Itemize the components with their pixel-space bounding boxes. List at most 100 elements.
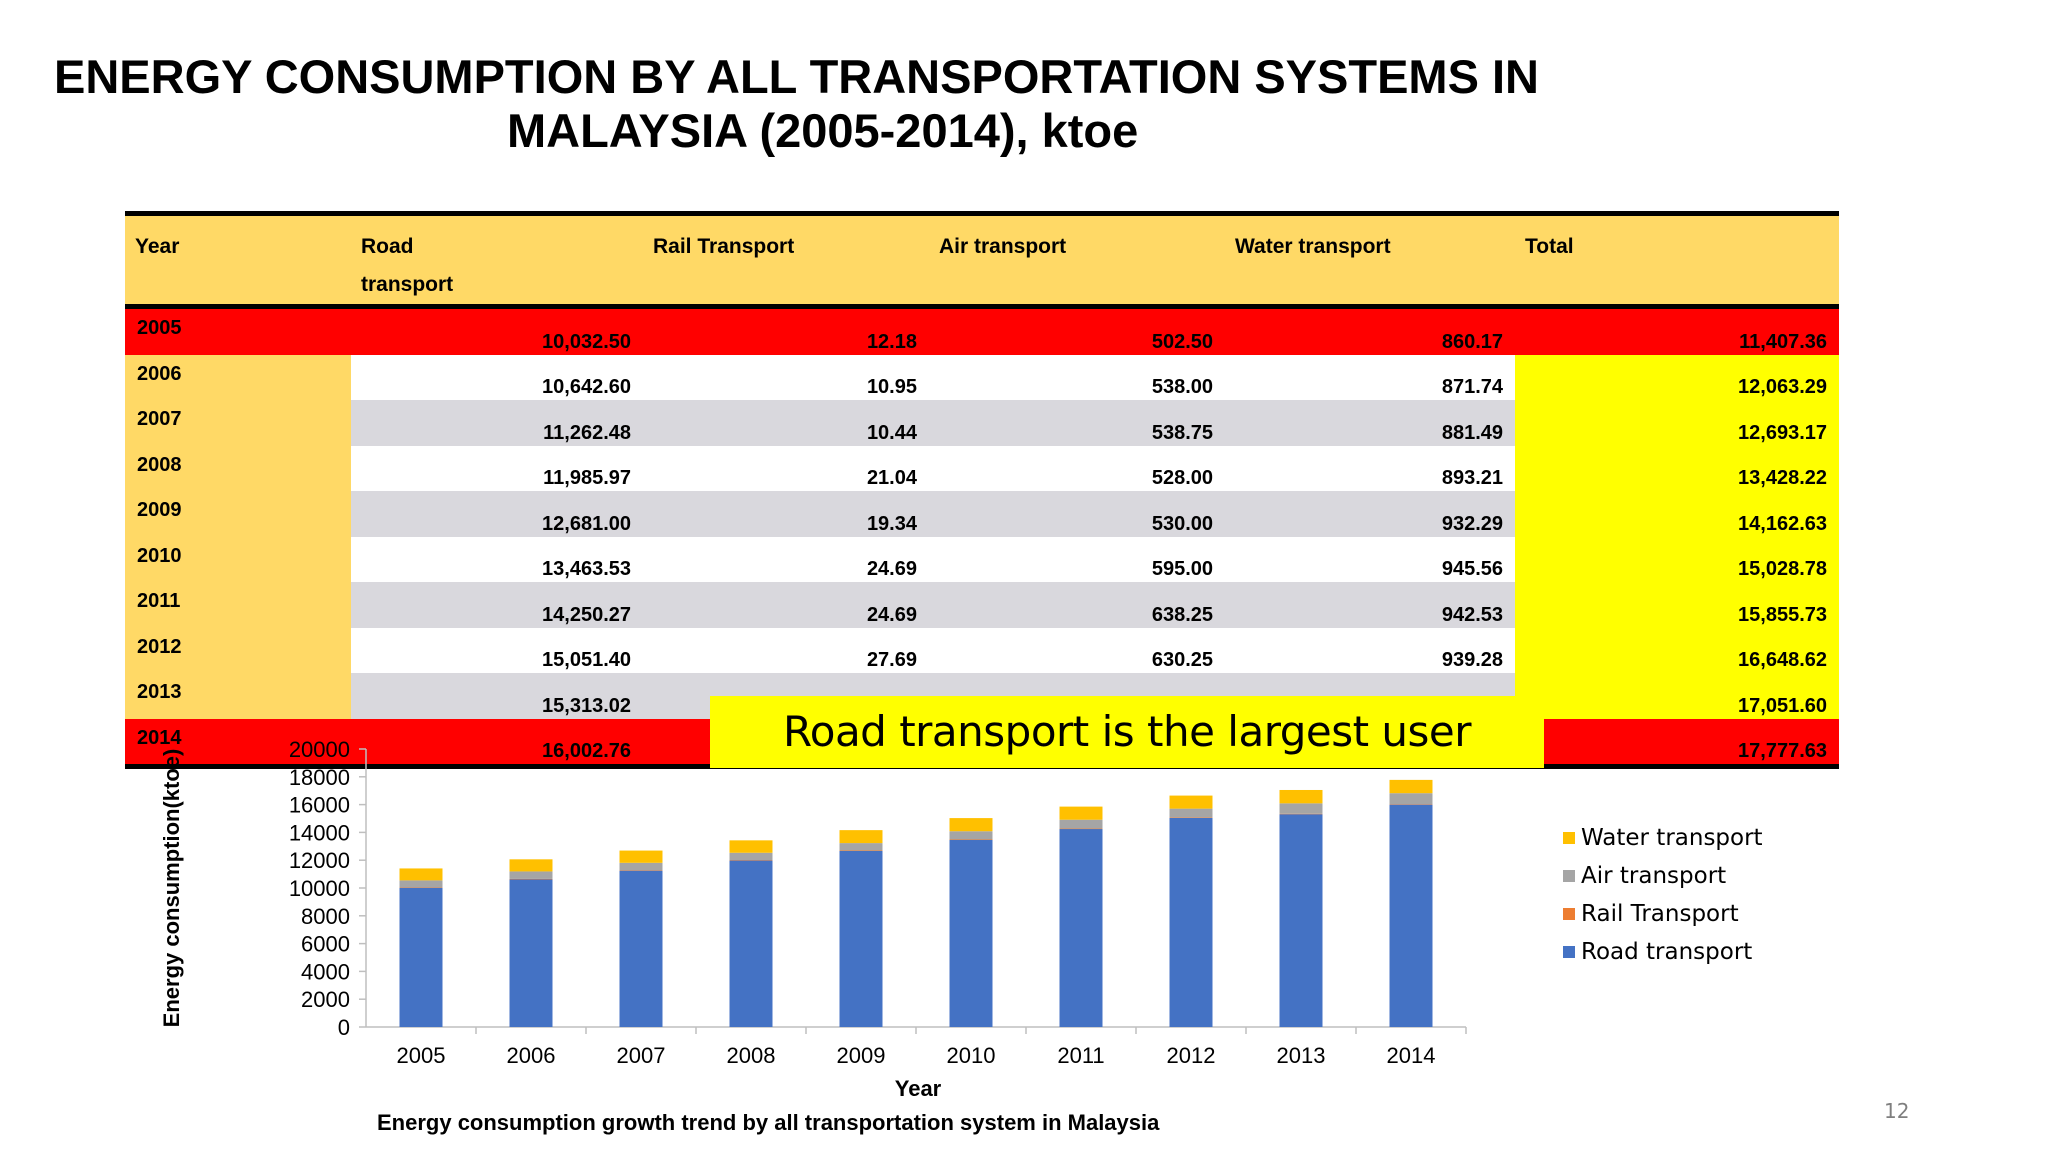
x-tick-label: 2011 (1057, 1043, 1104, 1068)
table-row: 2010 13,463.53 24.69 595.00 945.56 15,028.78 (125, 536, 1839, 582)
cell-road: 15,313.02 (351, 673, 643, 719)
x-tick-label: 2005 (397, 1043, 446, 1068)
header-air: Air transport (929, 213, 1225, 309)
table-row: 2008 11,985.97 21.04 528.00 893.21 13,428.22 (125, 445, 1839, 491)
chart-caption: Energy consumption growth trend by all t… (377, 1110, 1160, 1135)
y-tick-label: 6000 (301, 932, 350, 957)
table-row: 2011 14,250.27 24.69 638.25 942.53 15,855.73 (125, 582, 1839, 628)
cell-year: 2009 (125, 491, 351, 537)
cell-air: 538.75 (929, 400, 1225, 446)
cell-air: 630.25 (929, 627, 1225, 673)
bar-segment-road-transport (1389, 804, 1433, 1027)
cell-total: 11,407.36 (1515, 306, 1839, 355)
bar-segment-road-transport (949, 839, 993, 1027)
slide-title: ENERGY CONSUMPTION BY ALL TRANSPORTATION… (40, 50, 1660, 158)
cell-water: 893.21 (1225, 445, 1515, 491)
bar-segment-air-transport (1389, 793, 1433, 805)
cell-rail: 12.18 (643, 306, 929, 355)
energy-consumption-table: Year Road transport Rail Transport Air tr… (125, 211, 1839, 769)
bar-segment-air-transport (1279, 803, 1323, 814)
y-tick-label: 10000 (289, 876, 350, 901)
bar-segment-air-transport (1059, 819, 1103, 829)
bar-segment-road-transport (1169, 817, 1213, 1027)
cell-total: 15,855.73 (1515, 582, 1839, 628)
x-tick-label: 2008 (727, 1043, 776, 1068)
cell-total: 16,648.62 (1515, 627, 1839, 673)
bar-segment-road-transport (399, 887, 443, 1027)
cell-road: 12,681.00 (351, 491, 643, 537)
y-tick-label: 2000 (301, 987, 350, 1012)
cell-rail: 19.34 (643, 491, 929, 537)
cell-total: 13,428.22 (1515, 445, 1839, 491)
cell-water: 932.29 (1225, 491, 1515, 537)
bar-segment-water-transport (729, 840, 773, 853)
cell-road: 15,051.40 (351, 627, 643, 673)
header-road: Road transport (351, 213, 643, 309)
header-water: Water transport (1225, 213, 1515, 309)
bar-segment-water-transport (1169, 795, 1213, 809)
bar-segment-road-transport (729, 860, 773, 1027)
bar-segment-water-transport (949, 818, 993, 832)
cell-year: 2007 (125, 400, 351, 446)
legend-label: Road transport (1581, 939, 1752, 965)
callout-banner: Road transport is the largest user (710, 696, 1544, 768)
cell-total: 14,162.63 (1515, 491, 1839, 537)
legend-swatch-water-transport (1563, 832, 1575, 844)
bar-segment-rail-transport (1059, 828, 1103, 830)
bar-segment-water-transport (1389, 779, 1433, 794)
cell-road: 16,002.76 (351, 718, 643, 767)
header-rail: Rail Transport (643, 213, 929, 309)
bar-segment-air-transport (729, 852, 773, 861)
bar-segment-rail-transport (729, 860, 773, 861)
cell-total: 17,777.63 (1515, 718, 1839, 767)
bar-segment-water-transport (1059, 806, 1103, 820)
x-tick-label: 2013 (1277, 1043, 1326, 1068)
y-tick-label: 8000 (301, 904, 350, 929)
bar-segment-air-transport (839, 843, 883, 851)
legend-swatch-air-transport (1563, 870, 1575, 882)
cell-road: 10,032.50 (351, 306, 643, 355)
bar-segment-air-transport (949, 831, 993, 840)
cell-year: 2010 (125, 536, 351, 582)
page-number: 12 (1884, 1099, 1910, 1123)
x-tick-label: 2007 (617, 1043, 666, 1068)
x-tick-label: 2006 (507, 1043, 556, 1068)
cell-air: 528.00 (929, 445, 1225, 491)
cell-air: 530.00 (929, 491, 1225, 537)
cell-year: 2012 (125, 627, 351, 673)
bar-segment-road-transport (509, 879, 553, 1027)
header-road-line1: Road (361, 235, 414, 258)
legend-swatch-road-transport (1563, 946, 1575, 958)
cell-water: 942.53 (1225, 582, 1515, 628)
cell-water: 860.17 (1225, 306, 1515, 355)
y-tick-label: 14000 (289, 820, 350, 845)
bar-segment-rail-transport (1169, 817, 1213, 818)
table-header-row: Year Road transport Rail Transport Air tr… (125, 213, 1839, 309)
legend-label: Air transport (1581, 863, 1726, 889)
bar-segment-air-transport (509, 871, 553, 879)
cell-air: 595.00 (929, 536, 1225, 582)
bar-segment-rail-transport (1279, 813, 1323, 815)
x-tick-label: 2014 (1387, 1043, 1436, 1068)
bar-segment-air-transport (399, 880, 443, 888)
cell-road: 11,985.97 (351, 445, 643, 491)
bar-segment-rail-transport (839, 850, 883, 851)
cell-year: 2014 (125, 718, 351, 767)
x-tick-label: 2010 (947, 1043, 996, 1068)
cell-air: 502.50 (929, 306, 1225, 355)
cell-rail: 24.69 (643, 536, 929, 582)
cell-rail: 21.04 (643, 445, 929, 491)
bar-segment-road-transport (619, 870, 663, 1027)
cell-road: 11,262.48 (351, 400, 643, 446)
bar-segment-rail-transport (949, 839, 993, 841)
bar-segment-air-transport (1169, 808, 1213, 818)
cell-water: 945.56 (1225, 536, 1515, 582)
header-year: Year (125, 213, 351, 309)
legend-label: Rail Transport (1581, 901, 1739, 927)
y-axis-title: Energy consumption(ktoe) (159, 749, 184, 1028)
bar-segment-water-transport (619, 850, 663, 863)
header-total: Total (1515, 213, 1839, 309)
cell-air: 638.25 (929, 582, 1225, 628)
x-tick-label: 2012 (1167, 1043, 1216, 1068)
